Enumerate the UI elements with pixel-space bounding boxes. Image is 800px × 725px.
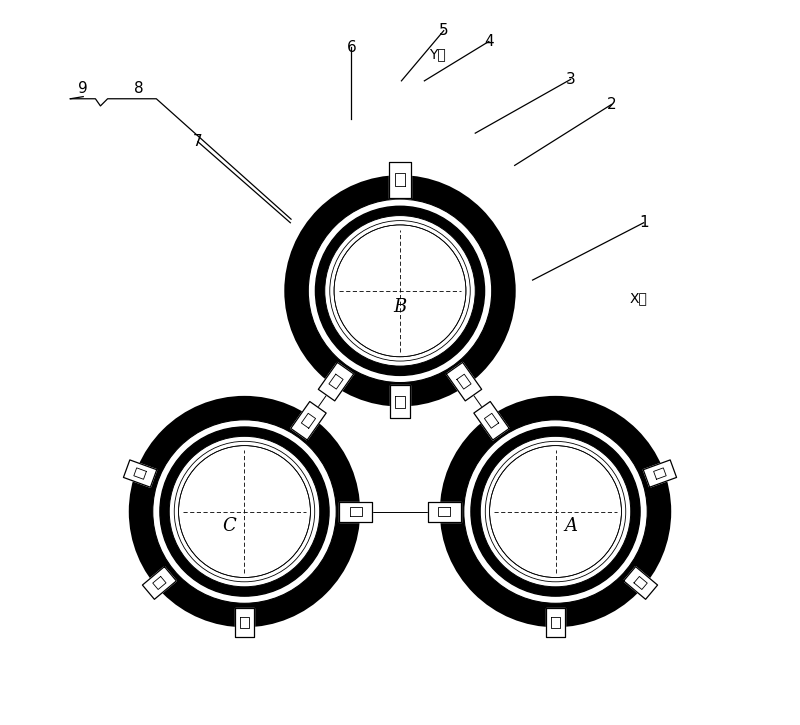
Text: X轴: X轴: [630, 291, 647, 305]
Text: 6: 6: [346, 40, 356, 54]
Polygon shape: [235, 608, 254, 637]
Polygon shape: [634, 576, 647, 589]
Polygon shape: [339, 502, 372, 521]
Text: C: C: [222, 517, 236, 535]
Polygon shape: [390, 386, 410, 418]
Circle shape: [441, 397, 670, 626]
Polygon shape: [395, 396, 405, 408]
Circle shape: [130, 397, 359, 626]
Polygon shape: [546, 608, 565, 637]
Circle shape: [486, 442, 626, 581]
Polygon shape: [654, 468, 666, 479]
Text: 8: 8: [134, 80, 143, 96]
Polygon shape: [123, 460, 157, 487]
Text: A: A: [564, 517, 577, 535]
Circle shape: [480, 436, 630, 587]
Polygon shape: [153, 576, 166, 589]
Text: 2: 2: [606, 97, 616, 112]
Circle shape: [471, 427, 640, 596]
Text: 3: 3: [566, 72, 575, 87]
Circle shape: [153, 420, 336, 603]
Circle shape: [174, 442, 314, 581]
Polygon shape: [643, 460, 677, 487]
Polygon shape: [624, 567, 658, 600]
Polygon shape: [134, 468, 146, 479]
Circle shape: [170, 436, 320, 587]
Circle shape: [286, 176, 514, 405]
Polygon shape: [474, 402, 510, 440]
Text: B: B: [394, 297, 406, 315]
Text: 1: 1: [639, 215, 649, 231]
Polygon shape: [428, 502, 461, 521]
Text: Y轴: Y轴: [430, 47, 446, 62]
Polygon shape: [438, 507, 450, 516]
Circle shape: [490, 446, 622, 578]
Circle shape: [315, 207, 485, 376]
Polygon shape: [142, 567, 176, 600]
Text: 4: 4: [484, 34, 494, 49]
Polygon shape: [446, 362, 482, 401]
Circle shape: [160, 427, 329, 596]
Polygon shape: [290, 402, 326, 440]
Polygon shape: [240, 618, 249, 628]
Polygon shape: [390, 162, 410, 198]
Polygon shape: [395, 173, 405, 186]
Circle shape: [178, 446, 310, 578]
Text: 7: 7: [193, 134, 202, 149]
Circle shape: [325, 215, 475, 366]
Circle shape: [308, 199, 492, 383]
Polygon shape: [551, 618, 560, 628]
Polygon shape: [302, 413, 315, 428]
Polygon shape: [457, 374, 471, 389]
Polygon shape: [318, 362, 354, 401]
Polygon shape: [485, 413, 498, 428]
Circle shape: [334, 225, 466, 357]
Text: 9: 9: [78, 80, 88, 96]
Circle shape: [464, 420, 647, 603]
Polygon shape: [350, 507, 362, 516]
Polygon shape: [329, 374, 343, 389]
Circle shape: [330, 220, 470, 361]
Text: 5: 5: [439, 23, 449, 38]
